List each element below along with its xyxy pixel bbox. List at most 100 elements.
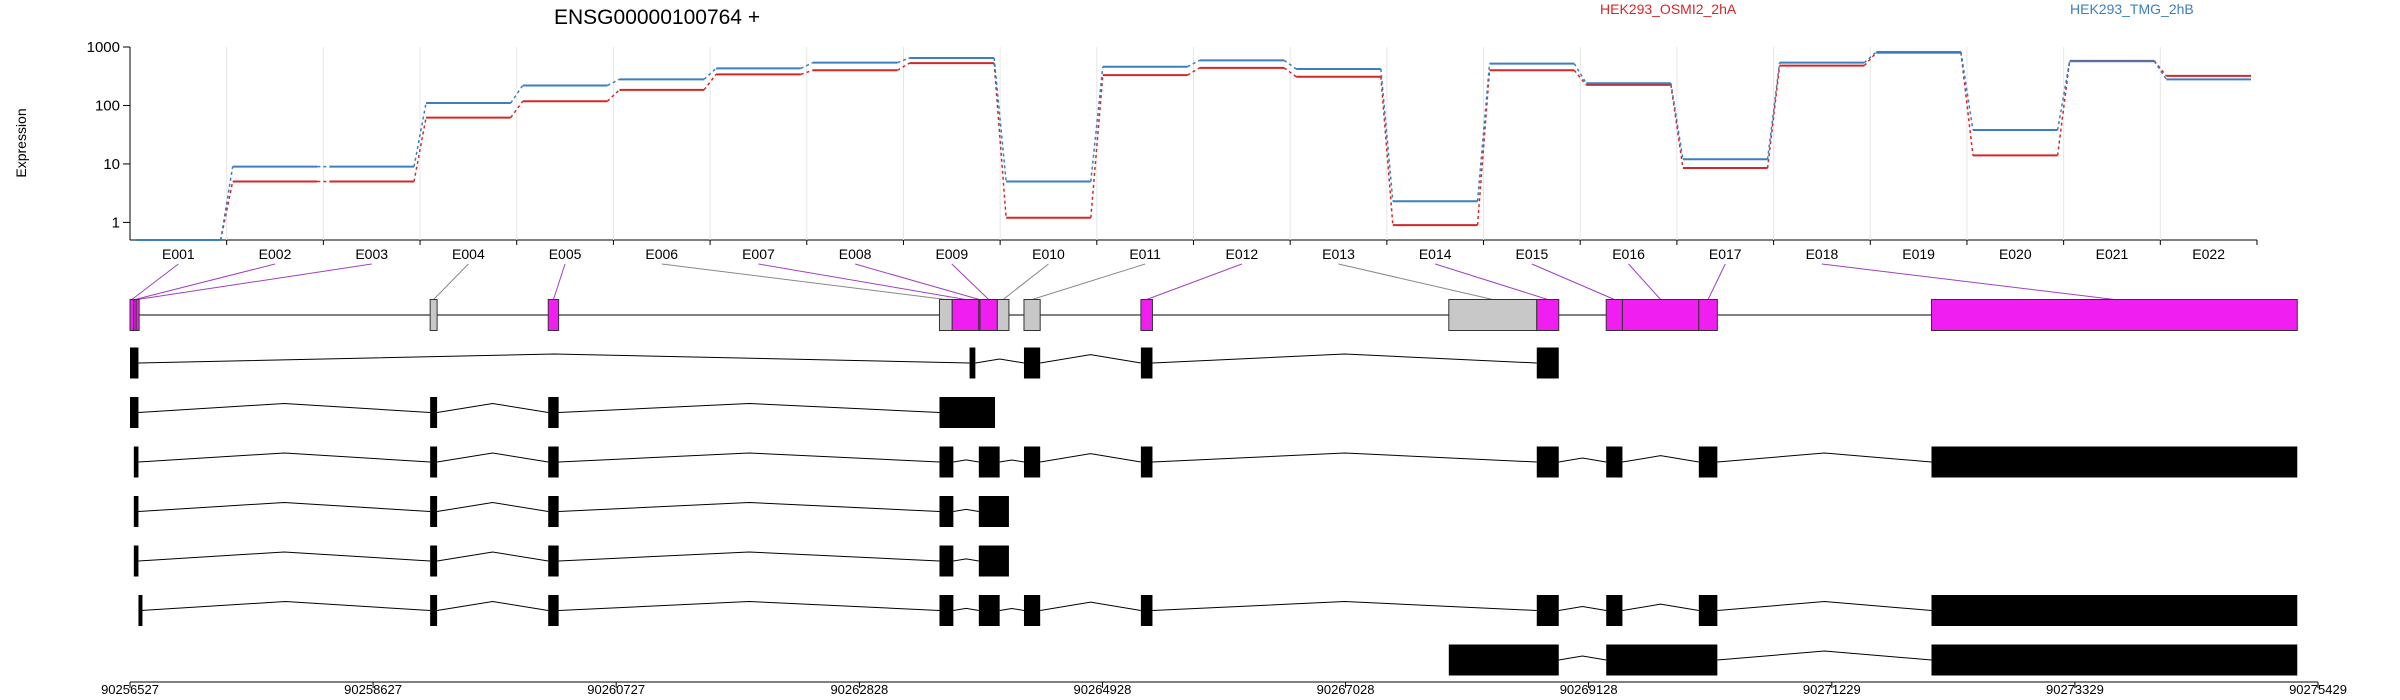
exon-bin	[1621, 299, 1700, 331]
intron-line	[1040, 453, 1141, 463]
x-tick-label: E002	[259, 246, 292, 262]
intron-line	[1622, 603, 1699, 611]
bin-connector	[661, 263, 946, 300]
series-connector	[1090, 66, 1104, 182]
exon-bin	[1448, 299, 1538, 331]
series-connector	[1960, 52, 1974, 156]
exon-bin	[951, 299, 980, 331]
intron-line	[138, 353, 970, 364]
transcript-exon	[1698, 595, 1718, 626]
intron-line	[437, 402, 549, 413]
series-connector	[1863, 51, 1877, 64]
transcript-exon	[978, 496, 1009, 527]
exon-bin	[979, 299, 998, 331]
transcript-exon	[133, 496, 139, 527]
x-tick-label: E006	[645, 246, 678, 262]
transcript-exon	[1536, 446, 1559, 478]
x-tick-label: E020	[1999, 246, 2032, 262]
intron-line	[558, 402, 940, 413]
transcript-exon	[430, 496, 438, 527]
series-connector	[1187, 67, 1200, 76]
series-connector	[1766, 65, 1781, 169]
bin-connector-lines	[131, 263, 2115, 300]
transcript-exon	[430, 397, 438, 428]
bin-connector	[854, 263, 980, 300]
intron-line	[558, 600, 940, 611]
intron-line	[953, 607, 979, 611]
bin-connector	[1628, 263, 1661, 300]
y-axis-ticks: 1 10 100 1000	[87, 39, 130, 231]
transcript-exon	[939, 595, 954, 626]
series-connector	[800, 69, 814, 76]
x-tick-label: E005	[549, 246, 582, 262]
transcript-exon	[939, 496, 954, 527]
series-connector	[800, 61, 814, 70]
intron-line	[999, 607, 1025, 611]
series-connector	[219, 181, 234, 241]
transcript-exon	[1931, 446, 2298, 478]
exon-bin	[1605, 299, 1623, 331]
transcript-row	[133, 446, 2298, 478]
genome-tick-label: 90260727	[587, 682, 645, 697]
bin-connector	[131, 263, 179, 300]
series-connector	[1380, 76, 1394, 226]
bin-connector	[1031, 263, 1146, 300]
intron-line	[953, 558, 979, 562]
bin-connector	[1146, 263, 1243, 300]
transcript-exon	[1931, 644, 2298, 676]
transcript-row	[133, 496, 1009, 527]
bin-connector	[951, 263, 990, 300]
series-connector	[897, 57, 910, 64]
series-connector	[993, 63, 1007, 218]
intron-line	[138, 402, 431, 413]
series-connector	[703, 67, 717, 80]
series-connector	[1573, 63, 1587, 84]
transcript-exon	[430, 545, 438, 577]
genome-tick-label: 90271229	[1803, 682, 1861, 697]
series-connector	[1476, 63, 1491, 202]
transcript-exon	[939, 545, 954, 577]
transcript-row	[133, 545, 1009, 577]
intron-line	[1152, 600, 1537, 611]
series-connector	[1283, 59, 1297, 70]
transcript-exon	[1023, 347, 1041, 379]
intron-line	[975, 358, 1025, 364]
transcript-exon	[1023, 446, 1041, 478]
series-connector	[607, 78, 620, 87]
genome-tick-label: 90264928	[1074, 682, 1132, 697]
x-tick-label: E001	[162, 246, 195, 262]
series-connector	[1380, 68, 1394, 202]
intron-line	[138, 452, 431, 463]
bin-connector	[134, 263, 276, 300]
x-tick-label: E003	[355, 246, 388, 262]
transcript-exon	[133, 446, 139, 478]
intron-line	[140, 600, 431, 611]
intron-line	[1558, 606, 1607, 611]
intron-line	[558, 501, 940, 512]
intron-line	[1558, 655, 1607, 661]
transcript-row	[1448, 644, 2298, 676]
series-connector	[1187, 59, 1200, 68]
genome-tick-label: 90273329	[2046, 682, 2104, 697]
exon-bin	[1140, 299, 1153, 331]
x-tick-label: E016	[1612, 246, 1645, 262]
transcript-exon	[133, 545, 139, 577]
transcript-exon	[138, 595, 143, 626]
transcript-exon	[548, 397, 559, 428]
exon-bin	[1930, 299, 2298, 331]
transcript-exon	[1023, 595, 1041, 626]
x-tick-label: E021	[2096, 246, 2129, 262]
transcript-exon	[548, 595, 559, 626]
x-tick-label: E010	[1032, 246, 1065, 262]
series-connector	[1863, 52, 1877, 67]
transcript-exon	[1931, 595, 2298, 626]
x-tick-label: E014	[1419, 246, 1452, 262]
transcript-exon	[1606, 446, 1623, 478]
x-tick-label: E019	[1902, 246, 1935, 262]
x-tick-label: E009	[935, 246, 968, 262]
intron-line	[138, 551, 431, 562]
transcript-row	[130, 397, 996, 428]
series-connector	[1670, 84, 1684, 169]
bin-connector	[1531, 263, 1615, 300]
x-tick-label: E008	[839, 246, 872, 262]
